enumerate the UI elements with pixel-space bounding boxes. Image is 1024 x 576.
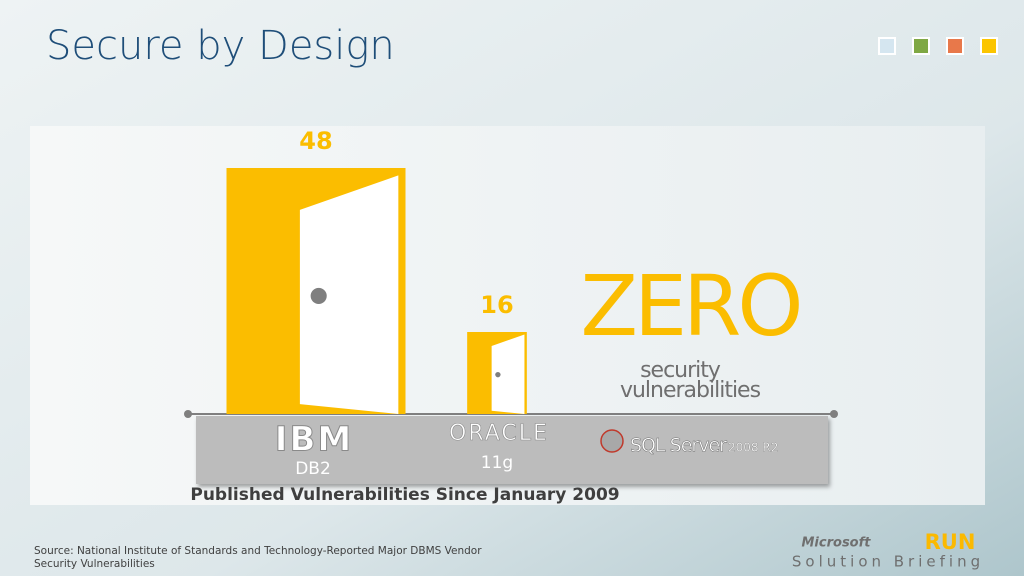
door-knob (495, 371, 501, 378)
square (912, 37, 930, 55)
platform (196, 416, 828, 484)
annotation: security (640, 358, 721, 383)
category-label: IBM (275, 420, 353, 460)
annotation: vulnerabilities (620, 378, 761, 403)
category-sublabel: 11g (481, 453, 513, 473)
door-knob (310, 287, 327, 304)
value-label: 16 (480, 291, 513, 319)
source-box: Source: National Institute of Standards … (34, 545, 482, 570)
door-panel (491, 334, 525, 414)
door-panel (299, 175, 399, 414)
square (946, 37, 964, 55)
run: RUN (925, 530, 976, 554)
category-sublabel: DB2 (295, 459, 331, 479)
x-axis-label: Published Vulnerabilities Since January … (190, 485, 619, 505)
category-label: SQL Server (630, 435, 727, 457)
baseline-end (830, 410, 838, 418)
value-label: 48 (299, 127, 332, 155)
square (980, 37, 998, 55)
tagline: Solution Briefing (792, 553, 984, 571)
square (878, 37, 896, 55)
value-label: ZERO (580, 257, 799, 355)
source-note: Source: National Institute of Standards … (34, 545, 482, 570)
title: Secure by Design (46, 23, 395, 69)
brand: Microsoft (802, 536, 872, 551)
sql-logo (600, 429, 624, 453)
category-label: ORACLE (449, 421, 549, 446)
category-sublabel: 2008 R2 (728, 441, 778, 455)
baseline-end (184, 410, 192, 418)
